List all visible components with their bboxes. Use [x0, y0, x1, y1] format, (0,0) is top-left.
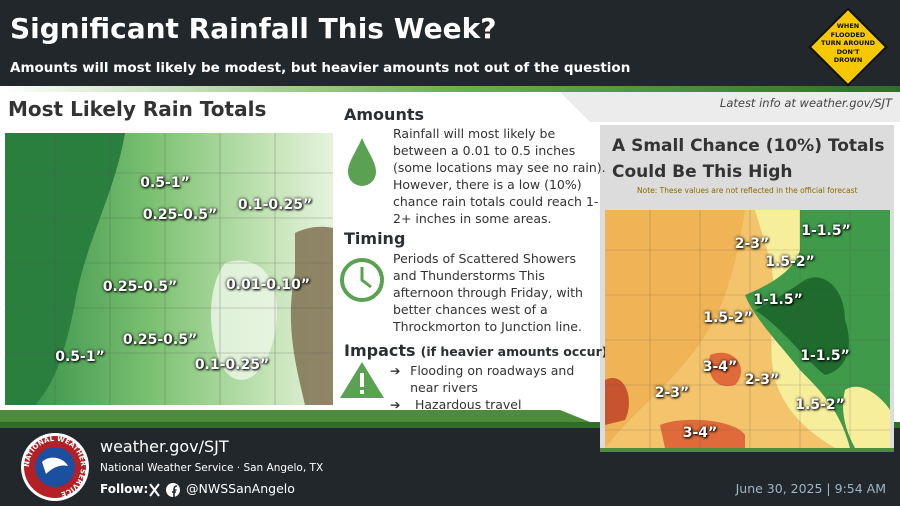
left-map-label: 0.5-1”: [55, 349, 105, 365]
social-handle[interactable]: @NWSSanAngelo: [186, 481, 295, 496]
flood-sign: WHEN FLOODED TURN AROUND DON'T DROWN: [818, 22, 878, 65]
timing-text: Periods of Scattered Showers and Thunder…: [393, 251, 583, 334]
sign-line: FLOODED: [830, 30, 866, 39]
latest-info: Latest info at weather.gov/SJT: [719, 96, 892, 110]
left-map-label: 0.5-1”: [140, 175, 190, 191]
impact-text: Flooding on roadways and near rivers: [410, 363, 575, 395]
impact-item: ➔ Hazardous travel: [390, 397, 522, 412]
left-map-label: 0.1-0.25”: [194, 357, 270, 373]
impacts-header: Impacts (if heavier amounts occur): [344, 341, 607, 360]
right-map-label: 1.5-2”: [703, 310, 753, 326]
impacts-qualifier: (if heavier amounts occur): [420, 344, 608, 359]
right-map-note: Note: These values are not reflected in …: [637, 186, 858, 195]
left-map: [5, 133, 333, 405]
amounts-heading: Amounts: [344, 105, 424, 124]
right-map-label: 1-1.5”: [753, 292, 803, 308]
right-map-title: A Small Chance (10%) Totals Could Be Thi…: [612, 136, 885, 182]
right-map-label: 1.5-2”: [795, 397, 845, 413]
right-map-label: 3-4”: [702, 359, 738, 375]
impacts-list: ➔ Flooding on roadways and near rivers ➔ H…: [390, 362, 600, 413]
left-map-label: 0.25-0.5”: [122, 332, 198, 348]
follow-label: Follow:: [100, 482, 149, 496]
right-map-label: 1.5-2”: [765, 254, 815, 270]
subtitle: Amounts will most likely be modest, but …: [10, 60, 631, 76]
left-map-label: 0.1-0.25”: [237, 197, 313, 213]
right-map-label: 1-1.5”: [801, 223, 851, 239]
amounts-text: Rainfall will most likely be between a 0…: [393, 126, 606, 226]
left-map-label: 0.25-0.5”: [142, 207, 218, 223]
left-map-title: Most Likely Rain Totals: [8, 97, 267, 121]
title: Significant Rainfall This Week?: [10, 12, 497, 45]
right-map: [605, 210, 890, 448]
right-map-label: 2-3”: [734, 236, 770, 252]
date: June 30, 2025 | 9:54 AM: [735, 481, 886, 496]
icons: [340, 138, 384, 398]
right-map-label: 2-3”: [654, 385, 690, 401]
right-map-label: 2-3”: [744, 372, 780, 388]
left-map-label: 0.25-0.5”: [102, 279, 178, 295]
sign-line: DROWN: [833, 56, 863, 64]
office: National Weather Service · San Angelo, T…: [100, 462, 324, 474]
right-map-label: 3-4”: [682, 425, 718, 441]
sign-line: DON'T: [836, 47, 860, 56]
social-icons: [149, 483, 180, 497]
impact-item: ➔ Flooding on roadways and near rivers: [390, 362, 600, 396]
timing-heading: Timing: [344, 229, 406, 248]
nws-logo: NATIONAL WEATHER SERVICE: [21, 433, 89, 501]
impacts-heading: Impacts: [344, 341, 416, 360]
sign-line: TURN AROUND: [820, 39, 876, 47]
website: weather.gov/SJT: [100, 437, 229, 456]
impact-text: Hazardous travel: [415, 397, 522, 412]
left-map-label: 0.01-0.10”: [225, 277, 311, 293]
right-map-label: 1-1.5”: [800, 348, 850, 364]
sign-line: WHEN: [836, 22, 860, 30]
